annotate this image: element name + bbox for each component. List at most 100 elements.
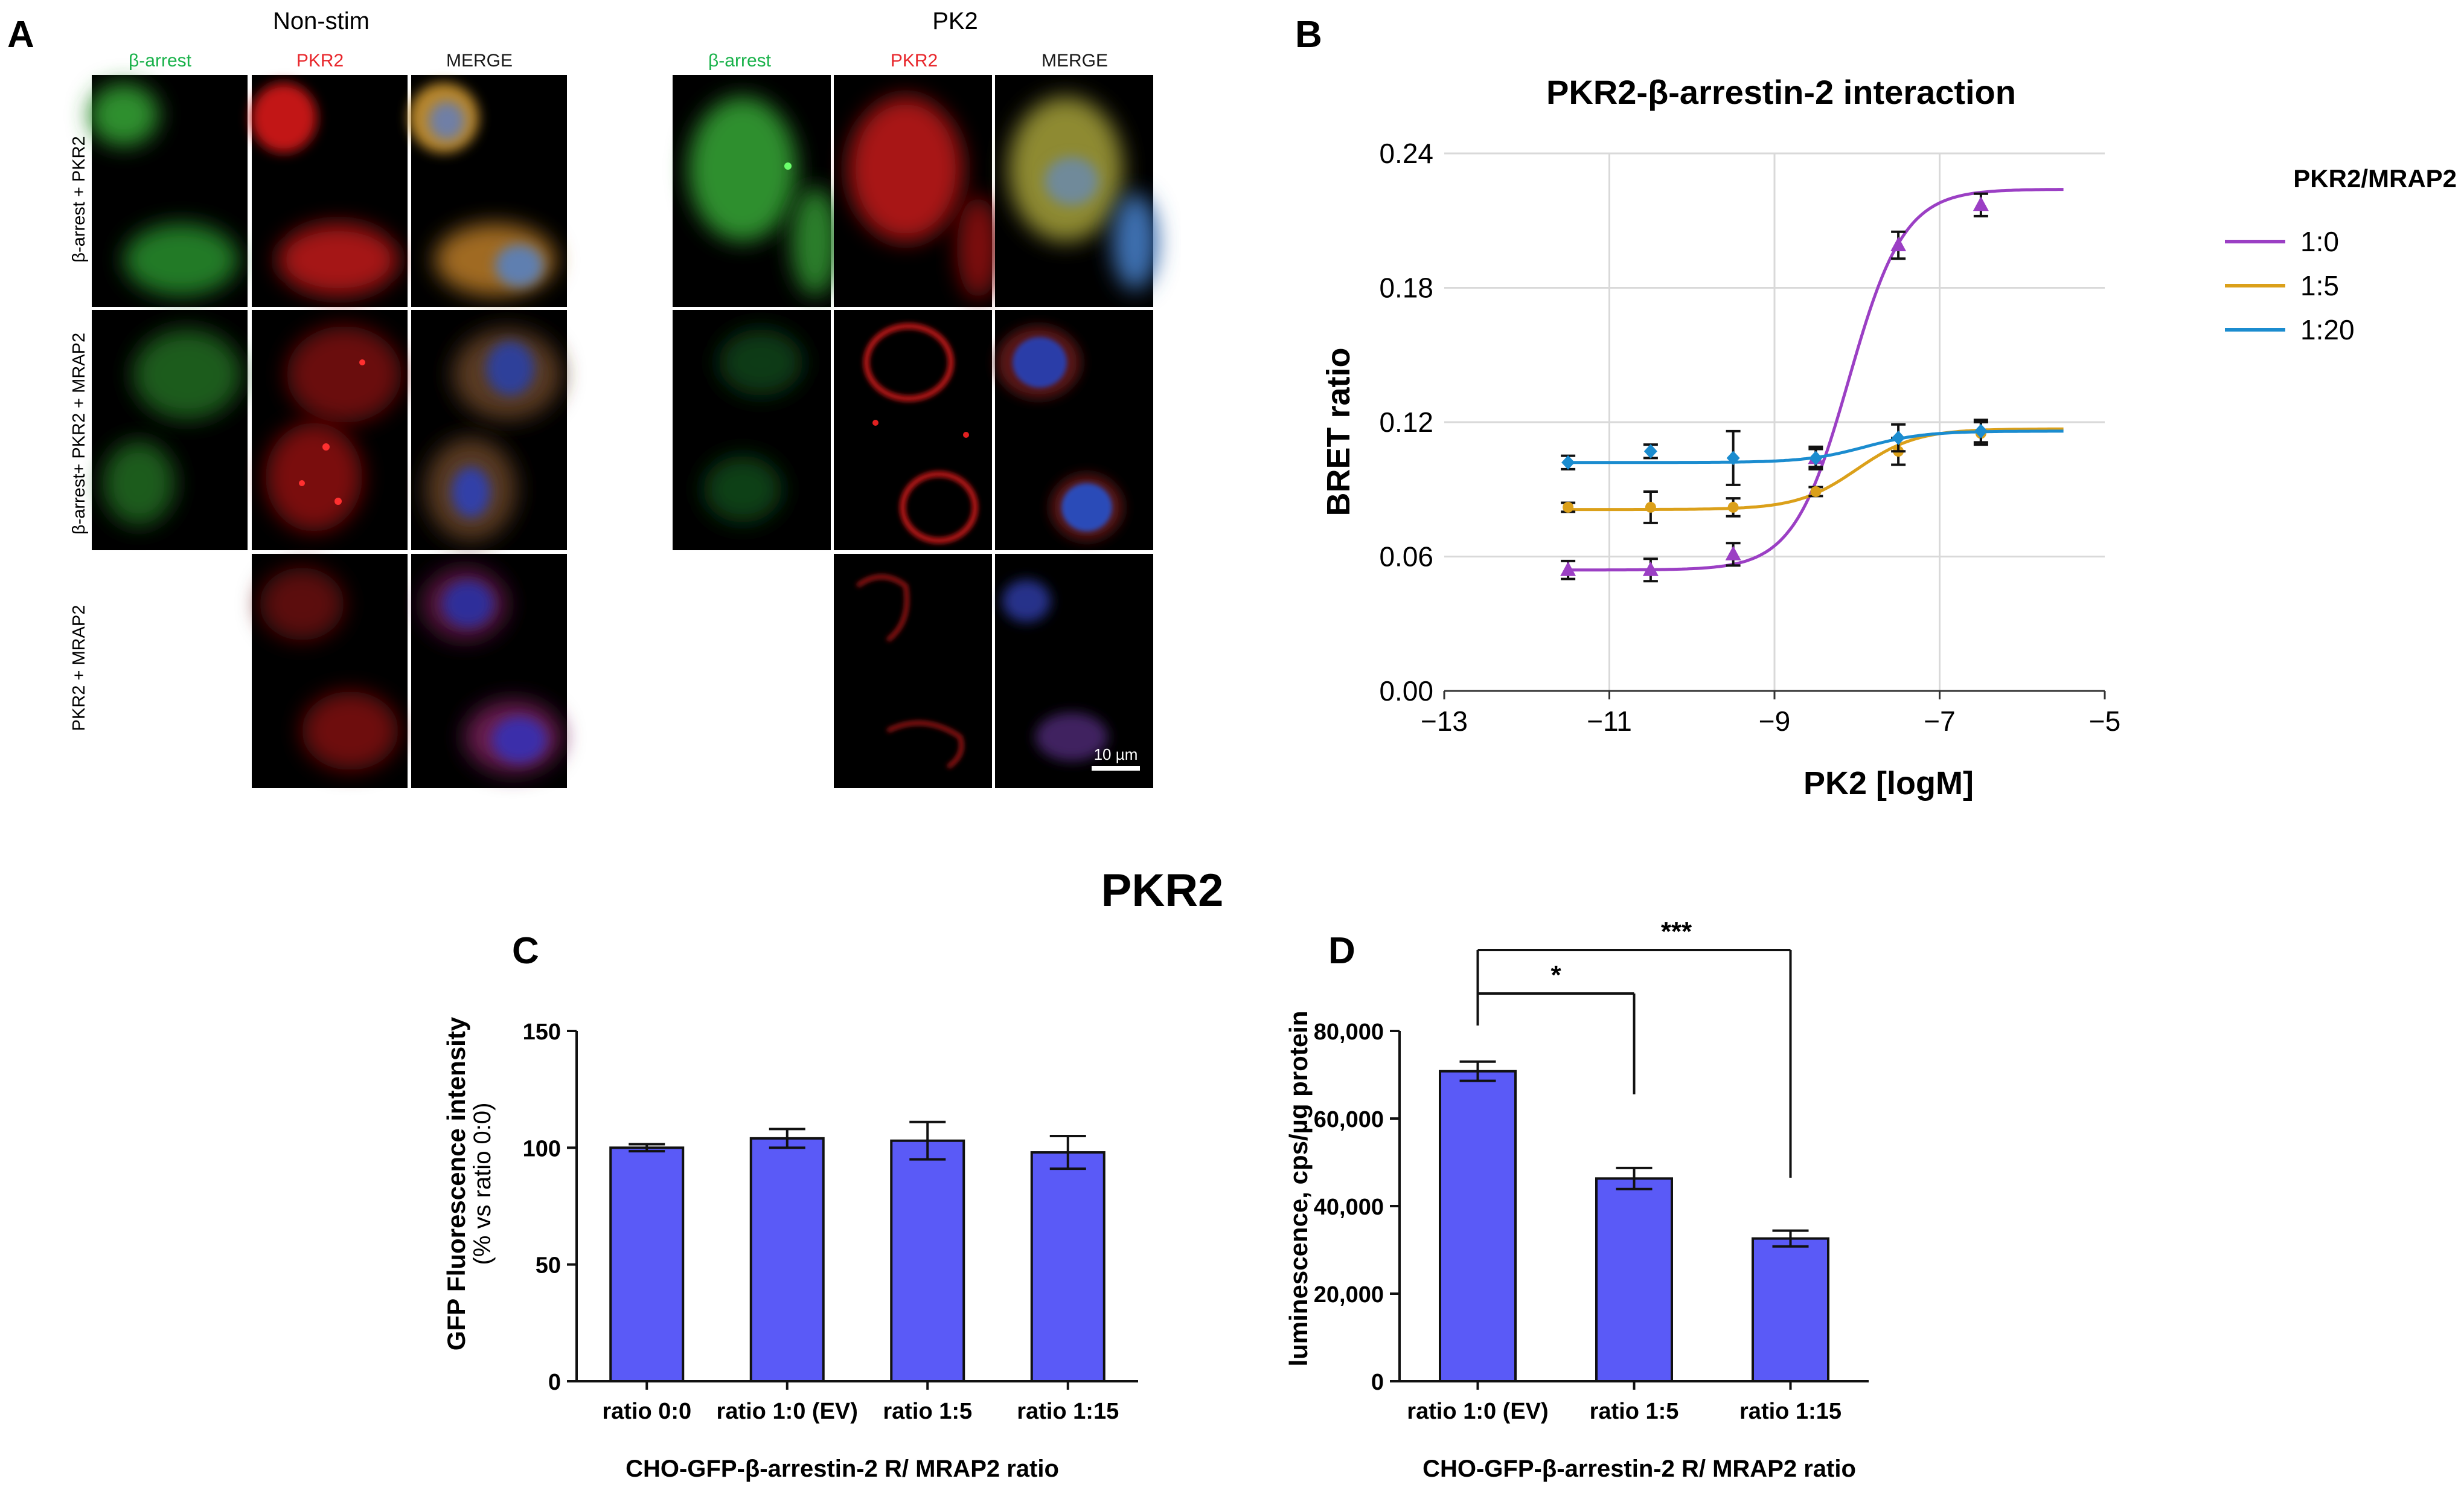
column-header-beta-arrest: β-arrest	[708, 51, 772, 71]
chart-c-ylabel: GFP Fluorescence intensity	[442, 1016, 470, 1350]
scale-bar	[1092, 766, 1140, 771]
micrograph-pk2-r2-red	[834, 310, 992, 550]
y-tick-label: 40,000	[1314, 1195, 1384, 1220]
data-point	[1974, 423, 1988, 438]
bar	[890, 1139, 965, 1382]
micrograph-nonstim-r3-red	[252, 554, 408, 788]
micrograph-nonstim-r1-red	[251, 75, 408, 307]
data-point	[1645, 501, 1656, 513]
x-tick-label: ratio 1:0 (EV)	[717, 1399, 858, 1424]
x-tick-label: ratio 1:5	[883, 1399, 972, 1424]
fit-curve-1-0	[1568, 188, 2064, 572]
micrograph-pk2-r2-green	[673, 310, 831, 550]
y-tick-label: 0.12	[1379, 406, 1433, 438]
column-header-beta-arrest: β-arrest	[129, 51, 192, 71]
data-point	[1809, 451, 1823, 466]
x-tick-label: ratio 1:5	[1590, 1399, 1679, 1424]
data-point	[1810, 486, 1822, 497]
data-point	[1892, 430, 1906, 445]
x-tick-label: ratio 1:15	[1739, 1399, 1842, 1424]
y-tick-label: 80,000	[1314, 1019, 1384, 1045]
y-tick-label: 0.00	[1379, 675, 1433, 707]
chart-d-xlabel: CHO-GFP-β-arrestin-2 R/ MRAP2 ratio	[1422, 1456, 1856, 1482]
legend-label-1-5: 1:5	[2300, 270, 2339, 301]
group-title-pk2: PK2	[932, 8, 978, 34]
column-header-pkr2: PKR2	[891, 51, 938, 71]
panel-letter-b: B	[1295, 14, 1322, 56]
chart-b-title: PKR2-β-arrestin-2 interaction	[1546, 73, 2016, 111]
y-tick-label: 0.18	[1379, 272, 1433, 304]
micrograph-nonstim-r1-merge	[409, 75, 567, 307]
chart-c: 0 50 100 150 ratio 0:0 ratio 1:0 (EV) ratio 1:…	[523, 1019, 1138, 1424]
chart-b-ylabel: BRET ratio	[1320, 347, 1357, 516]
chart-b-grid	[1444, 152, 2105, 691]
chart-b-axes: 0.00 0.06 0.12 0.18 0.24 −13 −11 −9 −7 −5	[1379, 138, 2120, 737]
y-tick-label: 0.06	[1379, 541, 1433, 573]
panel-c: C GFP Fluorescence intensity (% vs ratio…	[442, 930, 1138, 1482]
row-label-1: β-arrest + PKR2	[69, 136, 89, 262]
bar	[1439, 1070, 1517, 1382]
column-header-merge: MERGE	[1042, 51, 1108, 71]
data-point	[1642, 561, 1659, 576]
panel-b: B PKR2-β-arrestin-2 interaction BRET rat…	[1295, 14, 2464, 801]
y-tick-label: 60,000	[1314, 1107, 1384, 1132]
bar	[1595, 1177, 1673, 1382]
significance-label: ***	[1661, 917, 1692, 946]
panel-a: A Non-stim PK2 β-arrest PKR2 MERGE β-arr…	[7, 8, 1158, 788]
column-header-pkr2: PKR2	[296, 51, 344, 71]
chart-d: 0 20,000 40,000 60,000 80,000 ratio 1:0 (EV) r…	[1314, 917, 1869, 1424]
data-point	[1890, 237, 1907, 252]
micrograph-nonstim-r3-merge	[411, 554, 567, 788]
x-tick-label: −7	[1924, 705, 1955, 737]
x-tick-label: ratio 0:0	[602, 1399, 691, 1424]
x-tick-label: −11	[1587, 705, 1632, 737]
micrograph-nonstim-r2-merge	[411, 310, 567, 550]
group-title-non-stim: Non-stim	[273, 8, 370, 34]
data-point	[1563, 501, 1574, 513]
x-tick-label: −9	[1759, 705, 1790, 737]
y-tick-label: 0.24	[1379, 138, 1433, 169]
micrograph-nonstim-r1-green	[89, 75, 248, 307]
bar	[1030, 1151, 1106, 1382]
main-section-title: PKR2	[1101, 865, 1224, 916]
micrograph-pk2-r3-red	[834, 554, 992, 788]
chart-c-xlabel: CHO-GFP-β-arrestin-2 R/ MRAP2 ratio	[626, 1456, 1059, 1482]
panel-letter-c: C	[512, 930, 539, 972]
micrograph-pk2-r1-merge	[995, 75, 1158, 307]
data-point	[1561, 455, 1575, 470]
legend-label-1-20: 1:20	[2300, 314, 2355, 345]
micrograph-pk2-r2-merge	[995, 310, 1153, 550]
legend-title: PKR2/MRAP2 ratio	[2293, 164, 2464, 193]
row-label-2: β-arrest+ PKR2 + MRAP2	[69, 333, 89, 535]
column-header-merge: MERGE	[446, 51, 513, 71]
x-tick-label: −13	[1421, 705, 1468, 737]
row-label-3: PKR2 + MRAP2	[69, 605, 89, 731]
y-tick-label: 0	[1371, 1370, 1384, 1395]
y-tick-label: 150	[523, 1019, 561, 1045]
chart-b-series	[1560, 188, 2064, 583]
chart-b-legend: 1:0 1:5 1:20	[2225, 226, 2355, 345]
micrograph-pk2-r1-red	[834, 75, 999, 307]
chart-b-xlabel: PK2 [logM]	[1803, 765, 1974, 801]
data-point	[1725, 545, 1741, 560]
x-tick-label: −5	[2089, 705, 2120, 737]
micrograph-nonstim-r2-green	[92, 310, 248, 550]
micrograph-nonstim-r2-red	[252, 310, 408, 550]
data-point	[1560, 561, 1576, 576]
micrograph-pk2-r1-green	[673, 75, 839, 307]
data-point	[1727, 501, 1739, 513]
y-tick-label: 50	[536, 1253, 561, 1279]
data-point	[1643, 444, 1657, 459]
y-tick-label: 20,000	[1314, 1282, 1384, 1308]
legend-label-1-0: 1:0	[2300, 226, 2339, 257]
data-point	[1726, 451, 1740, 466]
x-tick-label: ratio 1:15	[1017, 1399, 1119, 1424]
scale-bar-label: 10 µm	[1094, 745, 1138, 763]
micrograph-pk2-r3-merge: 10 µm	[995, 554, 1153, 788]
chart-d-ylabel: luminescence, cps/µg protein	[1284, 1010, 1313, 1366]
panel-letter-d: D	[1328, 930, 1355, 972]
data-point	[1973, 196, 1989, 211]
bar	[1752, 1237, 1829, 1382]
y-tick-label: 0	[548, 1370, 561, 1395]
